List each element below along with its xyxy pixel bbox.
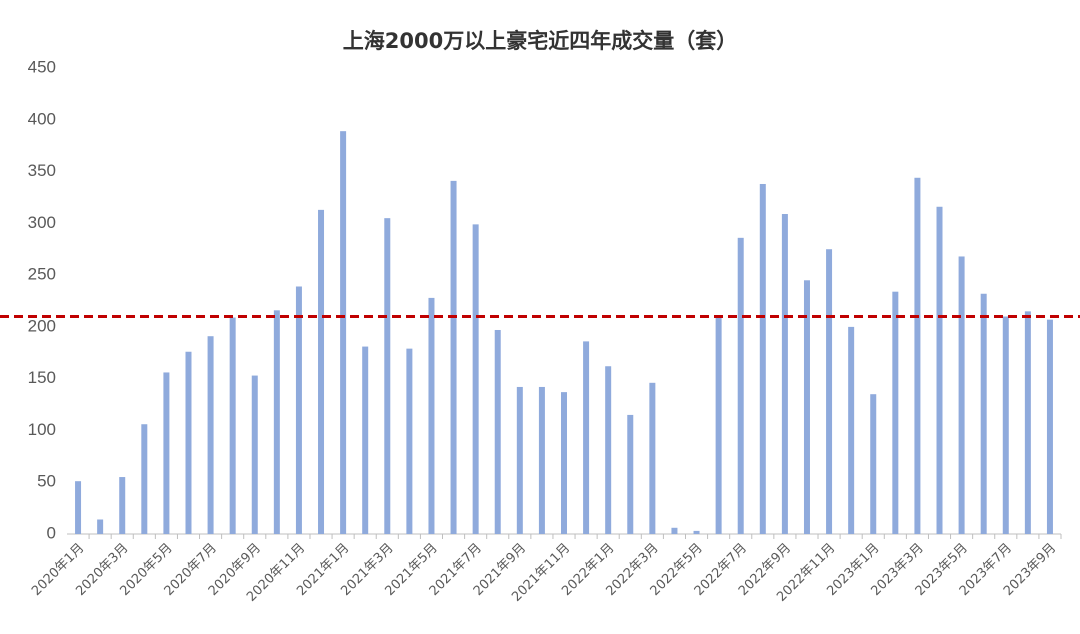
bar	[340, 131, 347, 534]
bar	[936, 206, 943, 534]
bar	[583, 341, 590, 534]
bar	[163, 372, 170, 534]
bar	[980, 293, 987, 534]
bar	[1024, 311, 1031, 534]
bar	[97, 519, 104, 534]
bar	[781, 214, 788, 534]
bar	[892, 291, 899, 534]
bar	[671, 527, 678, 534]
bar	[273, 310, 280, 534]
bar	[848, 326, 855, 534]
bar	[958, 256, 965, 534]
bar	[318, 209, 325, 535]
y-tick-label: 300	[28, 213, 56, 232]
bar	[516, 386, 523, 534]
y-tick-label: 0	[47, 523, 56, 542]
y-tick-label: 250	[28, 265, 56, 284]
bar	[737, 237, 744, 534]
bar	[826, 249, 833, 534]
y-tick-label: 50	[37, 472, 56, 491]
bar	[251, 375, 258, 534]
bar	[649, 382, 656, 534]
bar	[759, 183, 766, 534]
y-tick-label: 100	[28, 420, 56, 439]
bar	[715, 317, 722, 534]
bar	[207, 336, 214, 534]
y-tick-label: 400	[28, 109, 56, 128]
bar	[494, 329, 501, 534]
bar	[406, 348, 413, 534]
bar	[870, 394, 877, 534]
bar	[229, 317, 236, 534]
bar	[472, 224, 479, 534]
bar	[141, 424, 148, 534]
bar	[693, 530, 700, 534]
bar	[627, 414, 634, 534]
bar	[428, 297, 435, 534]
bar	[185, 351, 192, 534]
y-tick-label: 350	[28, 161, 56, 180]
bar	[384, 218, 391, 534]
bar	[75, 481, 82, 534]
bar	[362, 346, 369, 534]
bar	[914, 177, 921, 534]
y-tick-label: 450	[28, 57, 56, 76]
chart-title: 上海2000万以上豪宅近四年成交量（套）	[343, 29, 737, 53]
bar	[561, 392, 567, 534]
bar	[605, 366, 612, 534]
bar	[1046, 319, 1053, 534]
bar	[450, 180, 457, 534]
bar	[538, 386, 545, 534]
y-tick-label: 150	[28, 368, 56, 387]
bar	[1002, 316, 1009, 534]
bar	[295, 286, 302, 534]
bar	[119, 477, 126, 534]
y-tick-label: 200	[28, 316, 56, 335]
bar	[803, 280, 810, 534]
